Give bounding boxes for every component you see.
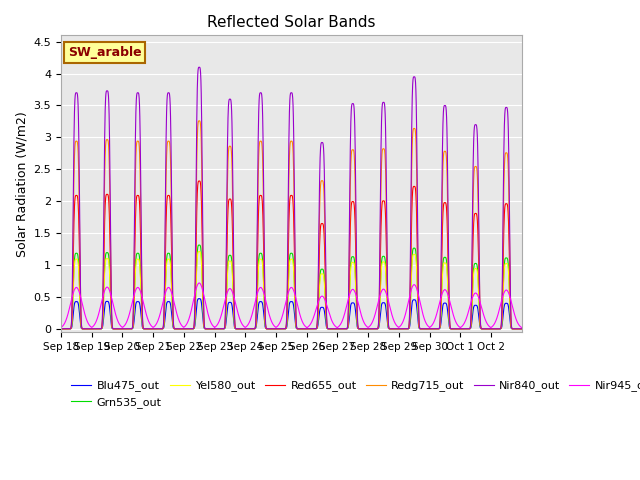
- Redg715_out: [140, 326, 148, 332]
- Red655_out: [140, 326, 148, 332]
- Nir945_out: [303, 325, 310, 331]
- Grn535_out: [274, 326, 282, 332]
- Grn535_out: [517, 326, 525, 332]
- Grn535_out: [394, 326, 402, 332]
- Yel580_out: [274, 326, 282, 332]
- Yel580_out: [369, 326, 376, 332]
- Nir840_out: [303, 326, 310, 332]
- Nir945_out: [274, 324, 282, 329]
- Yel580_out: [518, 326, 525, 332]
- Redg715_out: [195, 118, 203, 124]
- Redg715_out: [517, 326, 525, 332]
- Red655_out: [518, 326, 525, 332]
- Nir840_out: [420, 326, 428, 332]
- Nir945_out: [394, 324, 402, 330]
- Red655_out: [420, 326, 428, 332]
- Line: Yel580_out: Yel580_out: [61, 252, 522, 329]
- Line: Red655_out: Red655_out: [61, 181, 522, 329]
- Grn535_out: [518, 326, 525, 332]
- Line: Blu475_out: Blu475_out: [61, 299, 522, 329]
- Redg715_out: [303, 326, 310, 332]
- Nir840_out: [274, 326, 282, 332]
- Blu475_out: [518, 326, 525, 332]
- Red655_out: [369, 326, 376, 332]
- Nir840_out: [517, 326, 525, 332]
- Redg715_out: [274, 326, 282, 332]
- Nir840_out: [394, 326, 402, 332]
- Nir840_out: [369, 326, 376, 332]
- Yel580_out: [394, 326, 402, 332]
- Line: Nir945_out: Nir945_out: [61, 283, 522, 328]
- Yel580_out: [420, 326, 428, 332]
- Grn535_out: [420, 326, 428, 332]
- Yel580_out: [57, 326, 65, 332]
- Nir945_out: [140, 301, 148, 307]
- Line: Grn535_out: Grn535_out: [61, 245, 522, 329]
- Redg715_out: [420, 326, 428, 332]
- Yel580_out: [303, 326, 310, 332]
- Blu475_out: [195, 296, 203, 301]
- Y-axis label: Solar Radiation (W/m2): Solar Radiation (W/m2): [15, 111, 28, 256]
- Title: Reflected Solar Bands: Reflected Solar Bands: [207, 15, 376, 30]
- Grn535_out: [140, 326, 148, 332]
- Redg715_out: [57, 326, 65, 332]
- Nir840_out: [57, 326, 65, 332]
- Nir945_out: [518, 324, 525, 330]
- Red655_out: [274, 326, 282, 332]
- Red655_out: [394, 326, 402, 332]
- Redg715_out: [394, 326, 402, 332]
- Nir945_out: [517, 324, 525, 330]
- Nir840_out: [518, 326, 525, 332]
- Yel580_out: [517, 326, 525, 332]
- Grn535_out: [369, 326, 376, 332]
- Yel580_out: [140, 326, 148, 332]
- Nir945_out: [195, 280, 203, 286]
- Nir840_out: [140, 326, 148, 332]
- Redg715_out: [518, 326, 525, 332]
- Red655_out: [517, 326, 525, 332]
- Yel580_out: [195, 249, 203, 254]
- Nir945_out: [57, 324, 65, 330]
- Grn535_out: [195, 242, 203, 248]
- Blu475_out: [369, 326, 376, 332]
- Blu475_out: [303, 326, 310, 332]
- Line: Redg715_out: Redg715_out: [61, 121, 522, 329]
- Nir945_out: [420, 315, 428, 321]
- Blu475_out: [140, 326, 148, 332]
- Blu475_out: [57, 326, 65, 332]
- Blu475_out: [517, 326, 525, 332]
- Line: Nir840_out: Nir840_out: [61, 67, 522, 329]
- Nir945_out: [369, 319, 376, 325]
- Grn535_out: [57, 326, 65, 332]
- Red655_out: [303, 326, 310, 332]
- Blu475_out: [394, 326, 402, 332]
- Redg715_out: [369, 326, 376, 332]
- Text: SW_arable: SW_arable: [68, 46, 141, 59]
- Grn535_out: [303, 326, 310, 332]
- Red655_out: [57, 326, 65, 332]
- Red655_out: [195, 178, 203, 184]
- Blu475_out: [274, 326, 282, 332]
- Blu475_out: [420, 326, 428, 332]
- Legend: Blu475_out, Grn535_out, Yel580_out, Red655_out, Redg715_out, Nir840_out, Nir945_: Blu475_out, Grn535_out, Yel580_out, Red6…: [67, 376, 640, 412]
- Nir840_out: [195, 64, 203, 70]
